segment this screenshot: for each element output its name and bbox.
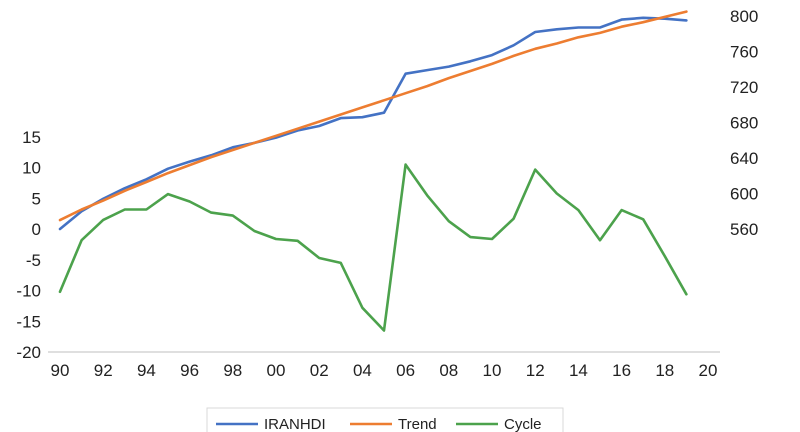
x-tick-label: 18 [655,361,674,380]
x-tick-label: 08 [439,361,458,380]
x-tick-label: 16 [612,361,631,380]
right-y-tick-label: 560 [730,220,758,239]
right-y-tick-label: 680 [730,114,758,133]
x-tick-label: 10 [483,361,502,380]
x-tick-label: 12 [526,361,545,380]
x-tick-label: 06 [396,361,415,380]
right-y-tick-label: 720 [730,78,758,97]
left-y-tick-label: 0 [32,220,41,239]
legend-box [206,407,564,432]
legend-label-cycle: Cycle [504,416,542,432]
left-y-tick-label: 15 [22,128,41,147]
left-y-axis: 15 10 5 0 -5 -10 -15 -20 [16,128,41,362]
left-y-tick-label: -5 [26,251,41,270]
left-y-tick-label: 5 [32,189,41,208]
x-tick-label: 98 [223,361,242,380]
x-tick-label: 90 [51,361,70,380]
x-tick-label: 94 [137,361,156,380]
left-y-tick-label: 10 [22,159,41,178]
legend-label-iranhdi: IRANHDI [264,416,326,432]
left-y-tick-label: -20 [16,343,41,362]
right-y-tick-label: 640 [730,149,758,168]
right-y-axis: 800 760 720 680 640 600 560 [730,7,758,239]
series-line-trend [58,10,688,222]
x-axis: 90 92 94 96 98 00 02 04 06 08 10 12 14 16 18 20 [48,351,720,380]
x-tick-label: 92 [94,361,113,380]
right-y-tick-label: 760 [730,43,758,62]
right-y-tick-label: 600 [730,185,758,204]
left-y-tick-label: -10 [16,282,41,301]
series-line-iranhdi [58,16,688,231]
x-tick-label: 00 [267,361,286,380]
legend: IRANHDI Trend Cycle [206,407,564,432]
x-tick-label: 14 [569,361,588,380]
series-line-cycle [58,163,688,332]
x-tick-label: 96 [180,361,199,380]
series-layer [58,10,688,332]
left-y-tick-label: -15 [16,312,41,331]
x-tick-label: 20 [699,361,718,380]
legend-label-trend: Trend [398,416,437,432]
x-tick-label: 04 [353,361,372,380]
x-tick-label: 02 [310,361,329,380]
right-y-tick-label: 800 [730,7,758,26]
